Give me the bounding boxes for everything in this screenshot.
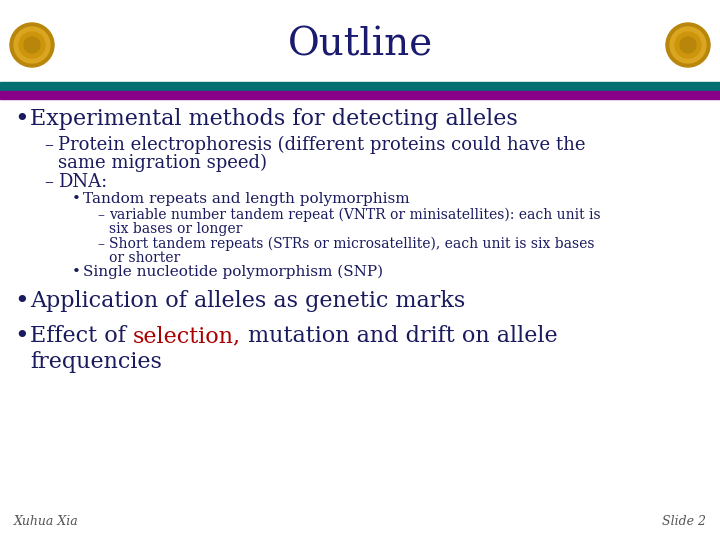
Text: •: • [72,192,81,206]
Text: mutation and drift on allele: mutation and drift on allele [241,325,558,347]
Circle shape [10,23,54,67]
Text: Slide 2: Slide 2 [662,515,706,528]
Text: •: • [14,325,29,348]
Text: Application of alleles as genetic marks: Application of alleles as genetic marks [30,290,465,312]
Text: –: – [97,237,104,251]
Text: same migration speed): same migration speed) [58,154,267,172]
Text: Tandom repeats and length polymorphism: Tandom repeats and length polymorphism [83,192,410,206]
Text: •: • [14,290,29,313]
Circle shape [680,37,696,53]
Text: –: – [97,208,104,222]
Text: •: • [72,265,81,279]
Text: Short tandem repeats (STRs or microsatellite), each unit is six bases: Short tandem repeats (STRs or microsatel… [109,237,595,252]
Circle shape [675,32,701,58]
Text: –: – [44,173,53,191]
Text: Protein electrophoresis (different proteins could have the: Protein electrophoresis (different prote… [58,136,585,154]
Text: frequencies: frequencies [30,351,162,373]
Circle shape [666,23,710,67]
Text: Single nucleotide polymorphism (SNP): Single nucleotide polymorphism (SNP) [83,265,383,279]
Circle shape [14,27,50,63]
Text: Effect of: Effect of [30,325,133,347]
Text: six bases or longer: six bases or longer [109,222,243,236]
Circle shape [24,37,40,53]
Text: or shorter: or shorter [109,251,180,265]
Text: DNA:: DNA: [58,173,107,191]
Text: Experimental methods for detecting alleles: Experimental methods for detecting allel… [30,108,518,130]
Text: Xuhua Xia: Xuhua Xia [14,515,78,528]
Text: Outline: Outline [287,26,433,64]
Circle shape [670,27,706,63]
Text: •: • [14,108,29,131]
Text: selection,: selection, [133,325,241,347]
Text: –: – [44,136,53,154]
Circle shape [19,32,45,58]
Text: variable number tandem repeat (VNTR or minisatellites): each unit is: variable number tandem repeat (VNTR or m… [109,208,600,222]
